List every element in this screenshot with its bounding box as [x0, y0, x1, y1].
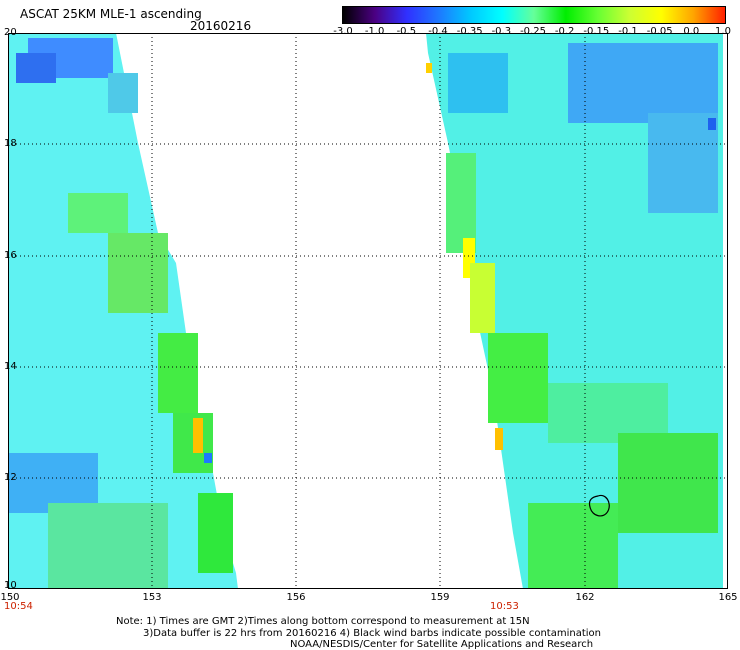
colorbar-tick-label: -0.05 — [646, 26, 673, 37]
lat-label-18: 18 — [4, 138, 17, 149]
lat-label-16: 16 — [4, 250, 17, 261]
colorbar — [342, 6, 726, 24]
right-blue-cell — [708, 118, 716, 130]
lat-label-10: 10 — [4, 580, 17, 591]
left-blue-patch — [16, 53, 56, 83]
right-green-patch — [488, 333, 548, 423]
left-green-patch — [108, 233, 168, 313]
lat-label-14: 14 — [4, 361, 17, 372]
colorbar-tick-label: 0.0 — [683, 26, 700, 37]
map-border — [8, 33, 728, 589]
right-blue-patch — [448, 53, 508, 113]
right-orange-cell — [495, 428, 503, 450]
colorbar-tick-label: -0.4 — [428, 26, 448, 37]
left-blue-cell — [204, 453, 212, 463]
colorbar-tick-label: -0.15 — [583, 26, 610, 37]
right-blue-patch — [648, 113, 718, 213]
colorbar-tick-label: -0.1 — [618, 26, 638, 37]
lon-label-162: 162 — [575, 592, 595, 603]
left-orange-cell — [193, 418, 203, 453]
wind-map — [8, 33, 728, 589]
map-title: ASCAT 25KM MLE-1 ascending — [20, 7, 202, 21]
lat-label-20: 20 — [4, 27, 17, 38]
left-green-patch — [158, 333, 198, 413]
left-cyan-patch — [108, 73, 138, 113]
left-green-patch — [48, 503, 168, 589]
colorbar-tick-label: -0.2 — [554, 26, 575, 37]
note-line-3: NOAA/NESDIS/Center for Satellite Applica… — [290, 639, 594, 650]
right-blue-patch — [568, 43, 718, 123]
left-green-patch — [68, 193, 128, 233]
right-yellow-cell — [426, 63, 432, 73]
note-line-2: 3)Data buffer is 22 hrs from 20160216 4)… — [143, 628, 601, 639]
lat-label-12: 12 — [4, 472, 17, 483]
lon-label-153: 153 — [142, 592, 162, 603]
lon-label-150: 150 — [0, 592, 20, 603]
time-label-left: 10:54 — [4, 601, 33, 612]
note-line-1: Note: 1) Times are GMT 2)Times along bot… — [116, 616, 530, 627]
left-green-patch — [198, 493, 233, 573]
colorbar-tick-label: -0.3 — [491, 26, 512, 37]
colorbar-tick-label: -3.0 — [333, 26, 353, 37]
lon-label-159: 159 — [430, 592, 450, 603]
colorbar-tick-label: -0.35 — [456, 26, 483, 37]
lon-label-156: 156 — [286, 592, 306, 603]
right-green-patch — [528, 503, 618, 589]
right-green-patch — [446, 153, 476, 253]
map-date: 20160216 — [190, 19, 252, 33]
colorbar-tick-label: -0.25 — [520, 26, 546, 37]
colorbar-tick-label: -1.0 — [364, 26, 385, 37]
colorbar-tick-label: -0.5 — [396, 26, 417, 37]
lon-label-165: 165 — [718, 592, 738, 603]
colorbar-tick-label: 1.0 — [715, 26, 731, 37]
right-green-patch — [618, 433, 718, 533]
right-yellow-patch — [470, 263, 495, 333]
contamination-contour — [588, 494, 610, 517]
time-label-right: 10:53 — [490, 601, 519, 612]
